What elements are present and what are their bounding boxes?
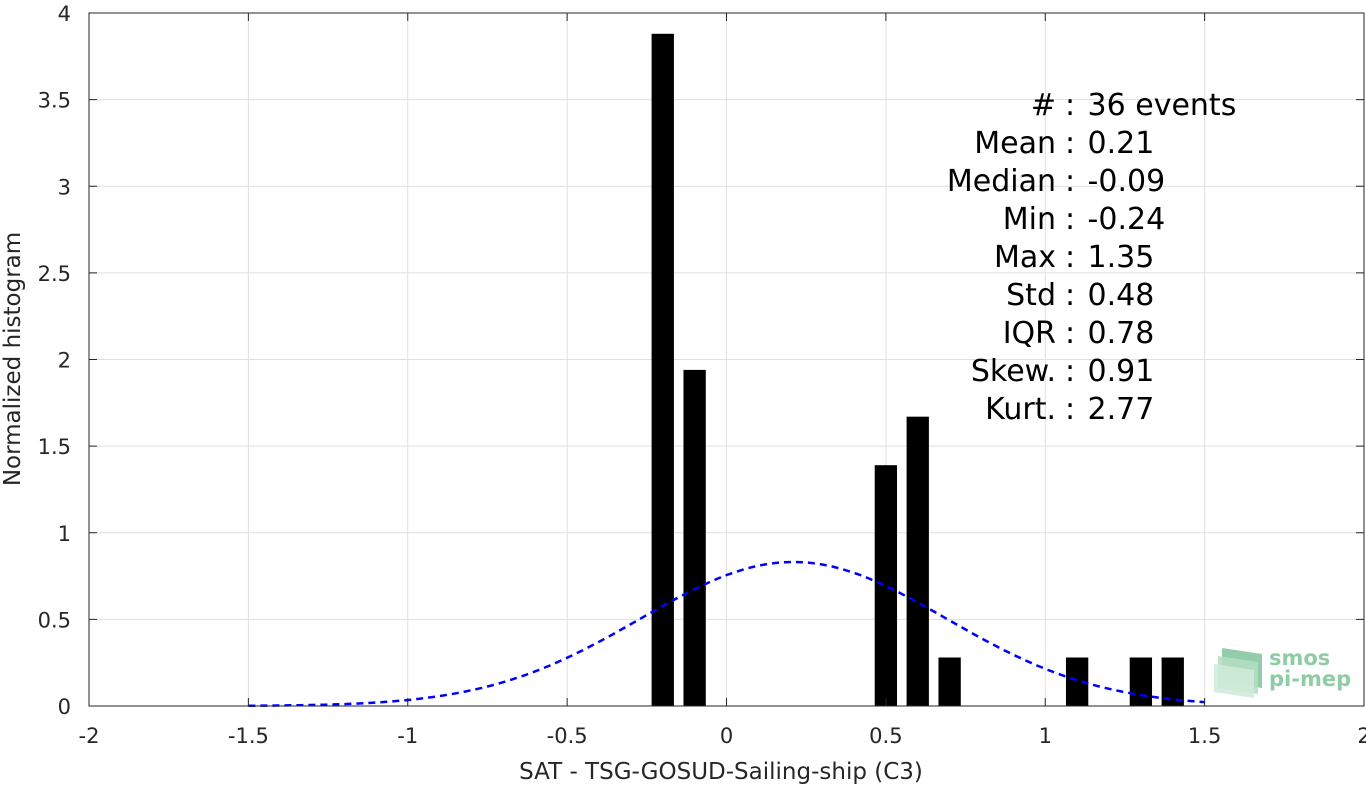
y-tick-label: 4 [58, 2, 71, 26]
logo-line1: smos [1269, 646, 1330, 670]
stats-line: Max: 1.35 [994, 240, 1154, 275]
y-tick-label: 1 [58, 522, 71, 546]
y-tick-label: 3 [58, 175, 71, 199]
x-tick-label: 0.5 [869, 724, 902, 748]
stats-line: Skew.: 0.91 [971, 354, 1154, 389]
y-tick-label: 0.5 [38, 608, 71, 632]
x-tick-labels: -2 -1.5 -1 -0.5 0 0.5 1 1.5 2 [79, 724, 1366, 748]
logo-emblem-icon [1214, 648, 1262, 698]
histogram-bar [906, 416, 929, 706]
x-tick-label: -0.5 [547, 724, 588, 748]
y-tick-label: 3.5 [38, 89, 71, 113]
histogram-bar [874, 465, 898, 706]
y-tick-label: 2 [58, 349, 71, 373]
x-tick-label: 2 [1357, 724, 1366, 748]
histogram-bar [651, 33, 674, 707]
y-tick-label: 0 [58, 695, 71, 719]
stats-line: Std: 0.48 [1006, 278, 1154, 313]
stats-line: Median: -0.09 [947, 164, 1165, 199]
logo-line2: pi-mep [1269, 667, 1351, 691]
y-tick-labels: 0 0.5 1 1.5 2 2.5 3 3.5 4 [38, 2, 71, 719]
x-tick-label: -1.5 [228, 724, 269, 748]
smos-pi-mep-logo: smos pi-mep [1214, 646, 1351, 698]
stats-line: Min: -0.24 [1003, 202, 1165, 237]
stats-line: Kurt.: 2.77 [985, 392, 1154, 427]
x-tick-label: 0 [720, 724, 733, 748]
stats-line: #: 36 events [1031, 88, 1236, 123]
stats-line: IQR: 0.78 [1003, 316, 1155, 351]
histogram-bar [938, 657, 961, 706]
x-axis-label: SAT - TSG-GOSUD-Sailing-ship (C3) [519, 759, 923, 785]
histogram-bar [1065, 657, 1089, 706]
x-tick-label: 1.5 [1188, 724, 1221, 748]
histogram-bars [651, 33, 1184, 707]
axis-ticks [88, 12, 1365, 707]
x-tick-label: -2 [79, 724, 100, 748]
x-tick-label: 1 [1039, 724, 1052, 748]
y-tick-label: 1.5 [38, 435, 71, 459]
y-axis-label: Normalized histogram [0, 232, 26, 486]
y-tick-label: 2.5 [38, 262, 71, 286]
histogram-bar [1129, 657, 1153, 706]
x-tick-label: -1 [397, 724, 418, 748]
histogram-bar [683, 369, 706, 706]
stats-line: Mean: 0.21 [974, 126, 1154, 161]
histogram-bar [1161, 657, 1184, 706]
